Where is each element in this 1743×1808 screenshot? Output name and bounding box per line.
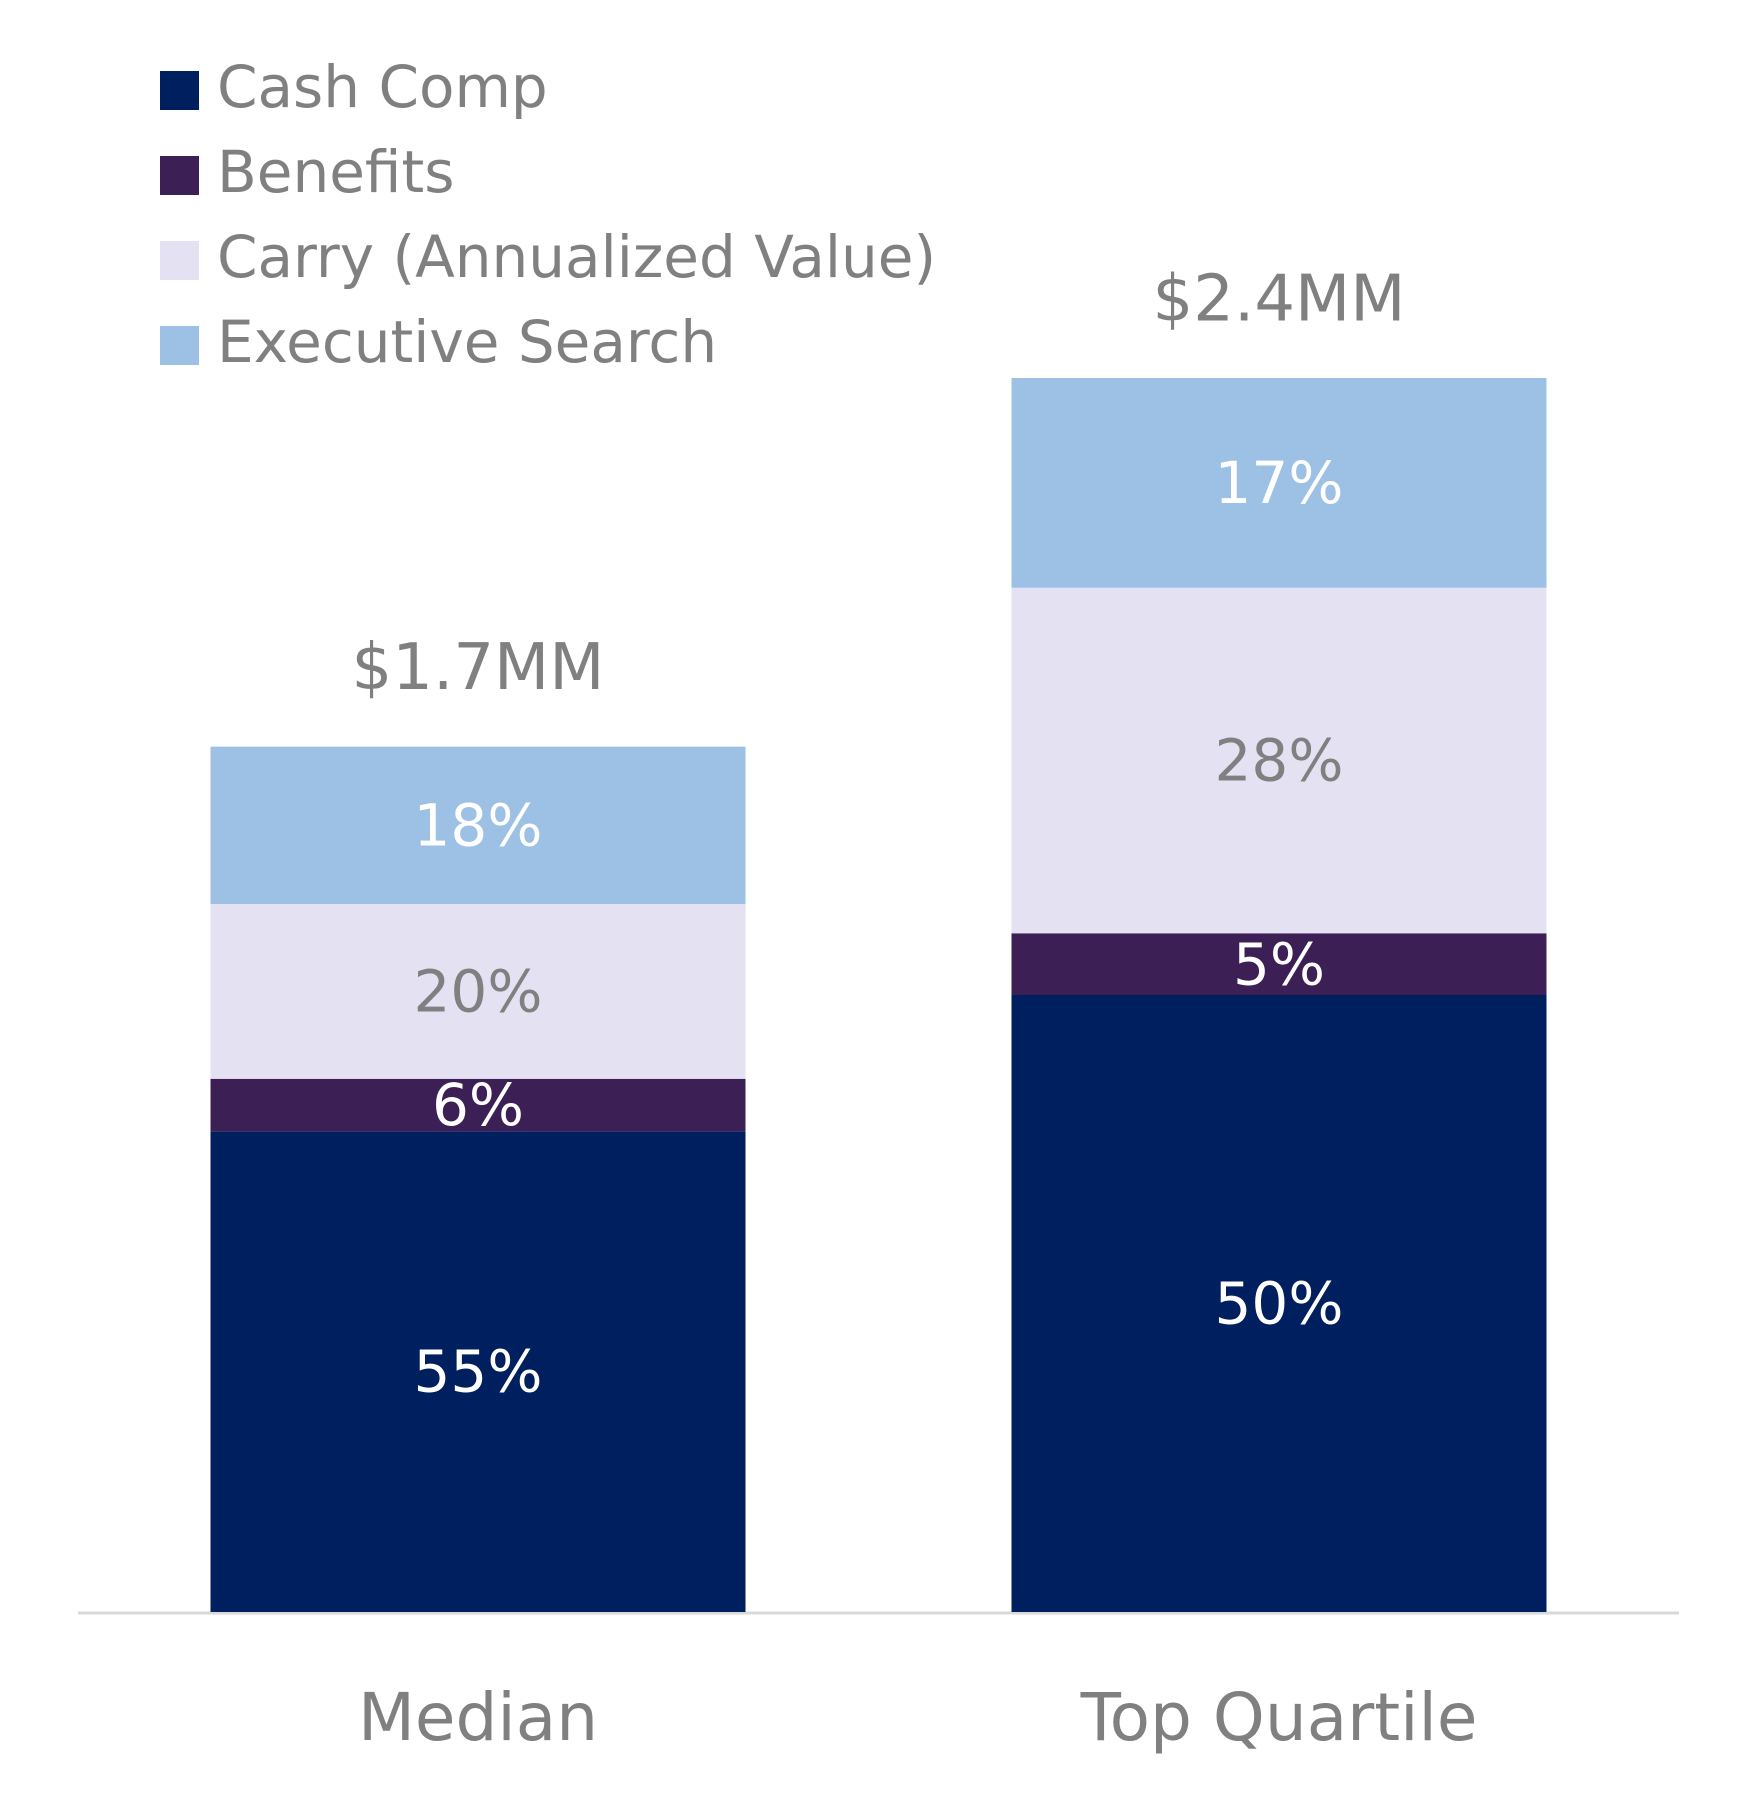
bar-segment	[210, 746, 746, 904]
legend-swatch	[160, 241, 199, 280]
bar-segment	[1011, 378, 1547, 588]
legend-label: Carry (Annualized Value)	[217, 223, 936, 291]
bar-segment	[210, 1078, 746, 1132]
data-label: 17%	[1215, 449, 1344, 517]
bar-segment	[1011, 933, 1547, 995]
legend-label: Executive Search	[217, 308, 717, 376]
x-tick-label: Top Quartile	[1080, 1679, 1478, 1756]
legend-label: Benefits	[217, 138, 454, 206]
legend-swatch	[160, 71, 199, 110]
bar-segment	[1011, 995, 1547, 1612]
bar-segment	[1011, 587, 1547, 934]
data-label: 6%	[432, 1071, 524, 1139]
data-label: 18%	[414, 791, 543, 859]
data-label: 55%	[414, 1338, 543, 1406]
total-label: $1.7MM	[352, 631, 605, 705]
data-label: 5%	[1233, 930, 1325, 998]
data-label: 20%	[414, 958, 543, 1026]
bar-segment	[210, 903, 746, 1079]
x-tick-label: Median	[358, 1679, 598, 1756]
legend-swatch	[160, 156, 199, 195]
total-label: $2.4MM	[1153, 263, 1406, 337]
legend-label: Cash Comp	[217, 53, 548, 121]
data-label: 28%	[1215, 727, 1344, 795]
bar-segment	[210, 1131, 746, 1612]
legend-swatch	[160, 326, 199, 365]
data-label: 50%	[1215, 1270, 1344, 1338]
